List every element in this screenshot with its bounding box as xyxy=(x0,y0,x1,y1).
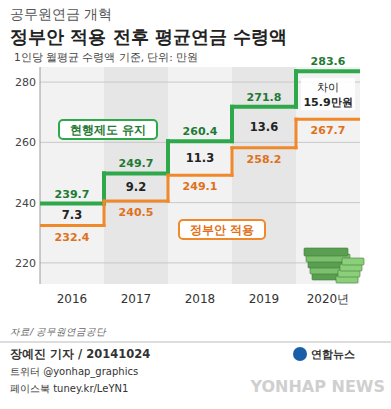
series-tag: 정부안 적용 xyxy=(190,223,254,237)
y-tick-label: 260 xyxy=(15,136,36,149)
money-bill xyxy=(342,258,364,265)
series-tag-box xyxy=(59,120,157,139)
step-segment xyxy=(232,146,296,149)
labels: 239.7 249.7 260.4 271.8 283.6 232.4 240.5 249.1… xyxy=(55,55,355,243)
step-segment xyxy=(168,174,232,177)
step-riser xyxy=(295,119,298,148)
step-riser xyxy=(102,173,106,203)
step-riser xyxy=(231,148,234,175)
difference-label: 7.3 xyxy=(62,208,82,222)
grid-line xyxy=(40,202,360,203)
step-segment xyxy=(104,171,168,175)
chart: 공무원연금 개혁정부안 적용 전후 평균연금 수령액 1인당 월평균 수령액 기준… xyxy=(0,0,391,409)
money-icon xyxy=(304,248,364,283)
difference-label: 11.3 xyxy=(186,151,214,165)
title: 정부안 적용 전후 평균연금 수령액 xyxy=(10,26,287,47)
data-label: 249.7 xyxy=(119,157,154,170)
x-tick-label: 2016 xyxy=(57,292,88,306)
step-riser xyxy=(167,175,170,201)
data-label: 258.2 xyxy=(247,153,282,166)
column-band xyxy=(296,67,360,284)
x-tick-label: 2020년 xyxy=(307,292,350,306)
step-segment xyxy=(40,202,104,206)
logo: 연합뉴스 xyxy=(311,348,355,361)
step-riser xyxy=(294,71,298,107)
data-label: 249.1 xyxy=(183,180,218,193)
step-riser xyxy=(230,107,234,141)
background xyxy=(0,0,391,409)
step-segment xyxy=(296,118,360,121)
column-band xyxy=(104,67,168,284)
data-label: 239.7 xyxy=(55,188,90,201)
step-segment xyxy=(168,139,232,143)
credit: 페이스북 tuney.kr/LeYN1 xyxy=(10,383,128,394)
data-label: 283.6 xyxy=(311,55,346,68)
x-tick-label: 2018 xyxy=(185,292,216,306)
series-tag-box xyxy=(179,220,265,239)
difference-label: 9.2 xyxy=(126,180,146,194)
step-segment xyxy=(232,105,296,109)
kicker: 공무원연금 개혁 xyxy=(10,6,112,22)
series-tag: 현행제도 유지 xyxy=(70,123,146,137)
watermark: YONHAP NEWS xyxy=(249,377,385,396)
difference-label: 15.9만원 xyxy=(303,96,352,109)
y-tick-label: 240 xyxy=(15,197,36,210)
column-band xyxy=(168,67,232,284)
credit: 트위터 @yonhap_graphics xyxy=(10,366,138,378)
y-axis-line xyxy=(40,67,41,284)
x-tick-label: 2017 xyxy=(121,292,152,306)
money-bill xyxy=(304,248,348,256)
data-label: 271.8 xyxy=(247,91,282,104)
difference-label: 13.6 xyxy=(250,120,278,134)
column-band xyxy=(40,67,104,284)
subtitle: 1인당 월평균 수령액 기준, 단위: 만원 xyxy=(14,51,198,63)
x-tick-label: 2019 xyxy=(249,292,280,306)
source: 자료/ 공무원연금공단 xyxy=(10,326,107,337)
step-riser xyxy=(103,201,106,225)
y-tick-label: 220 xyxy=(15,257,36,270)
grid-line xyxy=(40,142,360,143)
step-segment xyxy=(40,224,104,227)
step-riser xyxy=(166,141,170,173)
difference-title: 차이 xyxy=(317,81,339,94)
step-segment xyxy=(296,69,360,73)
data-label: 232.4 xyxy=(55,231,90,244)
column-band xyxy=(232,67,296,284)
data-label: 267.7 xyxy=(311,124,346,137)
y-tick-label: 280 xyxy=(15,76,36,89)
data-label: 240.5 xyxy=(119,206,154,219)
data-label: 260.4 xyxy=(183,125,218,138)
step-segment xyxy=(104,200,168,203)
credit: 장예진 기자 / 20141024 xyxy=(10,347,150,361)
separator xyxy=(0,342,391,343)
marks xyxy=(40,71,360,225)
logo-mark xyxy=(293,347,307,361)
difference-box xyxy=(301,78,355,110)
